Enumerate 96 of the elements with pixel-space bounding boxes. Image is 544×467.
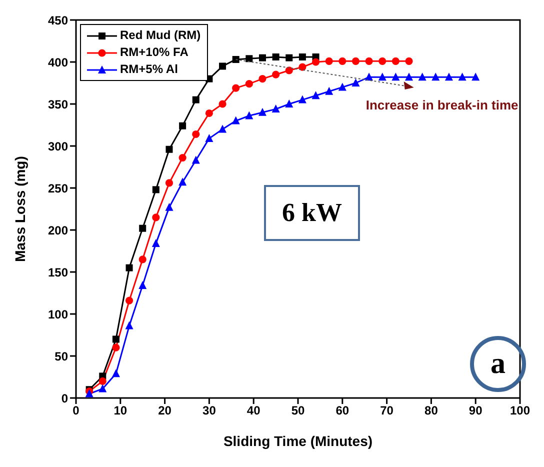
point [458,72,466,81]
point [338,57,346,65]
annotation: Increase in break-in time [366,97,518,112]
point [138,280,147,289]
y-tick-label: 250 [48,181,68,196]
point [405,57,413,65]
point [219,62,226,70]
point [192,130,200,138]
text-frame: 6 kW [264,185,360,241]
point [472,72,480,81]
point [272,104,280,113]
y-axis-title: Mass Loss (mg) [12,156,28,262]
point [258,75,266,83]
point [285,66,293,74]
point [138,256,146,264]
point [298,95,306,104]
y-tick-label: 200 [48,223,68,238]
legend-label: RM+5% Al [120,61,178,78]
y-tick-label: 50 [54,349,68,364]
x-tick-label: 60 [336,404,350,418]
legend-label: RM+10% FA [120,44,188,61]
point [338,82,346,91]
point [272,70,280,78]
point [325,86,334,95]
point [272,53,280,60]
point [432,72,440,81]
point [98,377,106,385]
point [352,57,360,65]
point [218,124,227,133]
x-tick-label: 30 [202,404,216,418]
y-tick-label: 100 [48,307,68,322]
point [298,63,306,71]
point [444,72,453,81]
point [418,72,426,81]
point [232,56,240,63]
point [165,202,174,211]
y-tick-label: 350 [48,97,68,112]
point [325,57,333,65]
x-tick-label: 0 [72,404,80,418]
point [139,224,146,232]
x-tick-label: 80 [424,404,438,418]
point [112,336,120,343]
point [312,58,320,66]
point [232,116,240,124]
point [192,156,200,164]
point [98,384,107,392]
point [246,55,253,62]
point [152,186,160,194]
point [245,111,254,120]
y-tick-label: 0 [61,391,68,406]
point [392,57,400,65]
point [245,80,253,88]
point [152,238,160,247]
point [178,178,187,186]
point [126,264,133,272]
point [178,154,186,162]
point [205,134,214,142]
circle-frame: a [470,336,526,392]
point [298,53,306,60]
y-tick-label: 300 [48,139,68,154]
y-tick-label: 150 [48,265,68,280]
point [232,84,240,92]
point [285,100,294,108]
x-tick-label: 20 [158,404,172,418]
legend-label: Red Mud (RM) [120,27,201,44]
point [205,109,213,118]
point [166,146,173,153]
y-tick-label: 450 [48,13,68,28]
point [112,369,120,378]
point [218,100,226,108]
x-axis-title: Sliding Time (Minutes) [223,433,373,449]
point [352,78,360,86]
point [312,91,320,100]
x-tick-label: 40 [246,404,261,418]
x-tick-label: 10 [114,404,128,418]
x-tick-label: 90 [468,404,483,418]
x-tick-label: 70 [380,404,394,418]
point [258,54,266,62]
y-tick-label: 400 [48,55,68,70]
point [286,54,293,62]
point [179,122,186,130]
point [125,296,134,304]
point [165,179,174,187]
point [405,72,413,81]
point [365,72,374,81]
point [392,72,400,81]
point [112,344,120,352]
point [152,214,160,222]
point [258,108,266,116]
point [125,321,134,330]
point [378,72,386,81]
point [378,57,386,65]
x-tick-label: 50 [291,404,305,418]
point [365,57,373,65]
point [192,96,200,104]
x-tick-label: 100 [510,404,530,418]
